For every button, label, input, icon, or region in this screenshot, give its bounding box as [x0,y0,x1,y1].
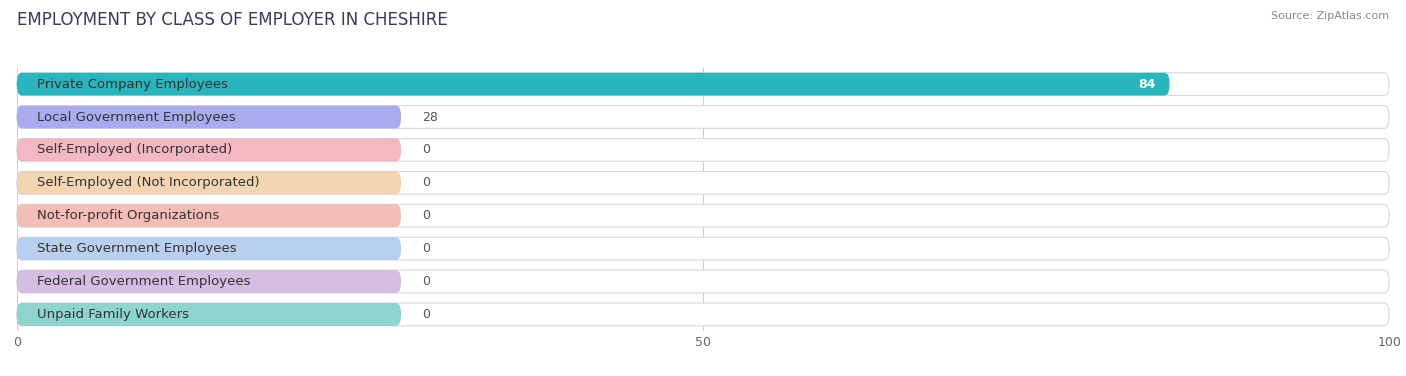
Text: Private Company Employees: Private Company Employees [38,77,228,91]
Text: 84: 84 [1139,77,1156,91]
FancyBboxPatch shape [17,106,401,128]
FancyBboxPatch shape [17,303,401,326]
Text: 0: 0 [422,176,430,190]
Text: 0: 0 [422,308,430,321]
FancyBboxPatch shape [17,205,401,227]
FancyBboxPatch shape [17,139,1389,161]
FancyBboxPatch shape [17,106,1389,128]
FancyBboxPatch shape [17,303,1389,326]
FancyBboxPatch shape [17,270,401,293]
FancyBboxPatch shape [17,73,1170,96]
Text: 0: 0 [422,242,430,255]
FancyBboxPatch shape [17,73,1389,96]
Text: Federal Government Employees: Federal Government Employees [38,275,250,288]
Text: State Government Employees: State Government Employees [38,242,238,255]
FancyBboxPatch shape [17,237,1389,260]
Text: Source: ZipAtlas.com: Source: ZipAtlas.com [1271,11,1389,21]
Text: EMPLOYMENT BY CLASS OF EMPLOYER IN CHESHIRE: EMPLOYMENT BY CLASS OF EMPLOYER IN CHESH… [17,11,447,29]
Text: Not-for-profit Organizations: Not-for-profit Organizations [38,209,219,222]
Text: 0: 0 [422,143,430,156]
Text: Self-Employed (Incorporated): Self-Employed (Incorporated) [38,143,233,156]
Text: 0: 0 [422,275,430,288]
FancyBboxPatch shape [17,171,1389,194]
FancyBboxPatch shape [17,205,1389,227]
Text: Self-Employed (Not Incorporated): Self-Employed (Not Incorporated) [38,176,260,190]
Text: 0: 0 [422,209,430,222]
Text: Unpaid Family Workers: Unpaid Family Workers [38,308,190,321]
Text: Local Government Employees: Local Government Employees [38,111,236,124]
FancyBboxPatch shape [17,270,1389,293]
FancyBboxPatch shape [17,171,401,194]
FancyBboxPatch shape [17,139,401,161]
Text: 28: 28 [422,111,437,124]
FancyBboxPatch shape [17,237,401,260]
